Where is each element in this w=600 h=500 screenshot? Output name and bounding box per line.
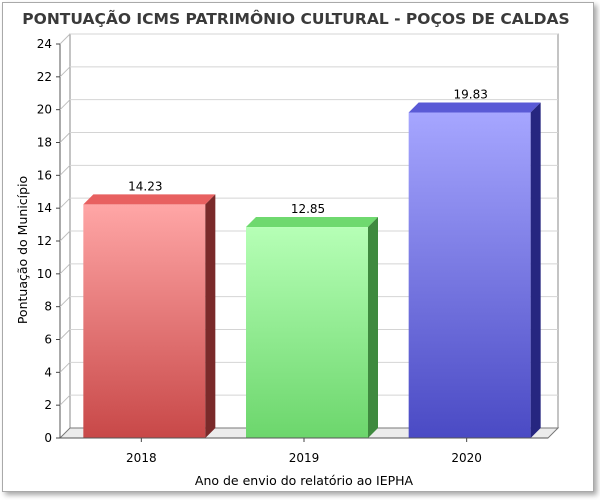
data-label: 19.83 bbox=[453, 87, 487, 101]
bar-2019 bbox=[246, 217, 378, 438]
y-tick-label: 18 bbox=[37, 136, 52, 150]
x-axis-ticks: 2018 2019 2020 bbox=[60, 437, 548, 465]
gridline-depth bbox=[59, 99, 71, 111]
bar-2018 bbox=[83, 194, 216, 438]
y-tick-label: 2 bbox=[44, 398, 52, 412]
gridline-depth bbox=[59, 66, 71, 78]
bar-front bbox=[83, 204, 206, 438]
bar-front bbox=[408, 112, 531, 439]
y-tick-label: 14 bbox=[37, 201, 52, 215]
bar-side bbox=[368, 217, 378, 438]
data-label: 14.23 bbox=[128, 179, 162, 193]
gridline-depth bbox=[59, 132, 71, 143]
gridline-depth bbox=[59, 164, 71, 176]
y-tick-label: 10 bbox=[37, 267, 52, 281]
bar-front bbox=[246, 227, 368, 438]
gridline-depth bbox=[59, 230, 71, 242]
bar-side bbox=[530, 102, 541, 439]
bar-top bbox=[408, 102, 541, 113]
bar-2020 bbox=[408, 102, 541, 439]
y-tick-label: 12 bbox=[37, 234, 52, 248]
y-tick-label: 6 bbox=[44, 333, 52, 347]
data-label: 12.85 bbox=[291, 202, 325, 216]
y-tick-label: 24 bbox=[37, 37, 52, 51]
y-tick-label: 4 bbox=[44, 365, 52, 379]
y-tick-label: 22 bbox=[37, 70, 52, 84]
gridline-depth bbox=[59, 296, 71, 308]
x-axis-label: Ano de envio do relatório ao IEPHA bbox=[195, 473, 414, 488]
gridline-depth bbox=[59, 263, 71, 275]
y-tick-label: 16 bbox=[37, 168, 52, 182]
bar-side bbox=[205, 194, 216, 438]
y-tick-label: 0 bbox=[44, 431, 52, 445]
y-tick-label: 20 bbox=[37, 103, 52, 117]
x-tick-label: 2018 bbox=[126, 451, 157, 465]
gridline-depth bbox=[59, 394, 71, 406]
gridline-depth bbox=[59, 329, 71, 340]
y-axis-label: Pontuação do Município bbox=[15, 176, 30, 324]
bar-top bbox=[246, 217, 378, 228]
x-tick-label: 2019 bbox=[289, 451, 320, 465]
bar-top bbox=[83, 194, 216, 205]
bars: 14.23 12.85 19.83 bbox=[83, 87, 541, 439]
x-tick-label: 2020 bbox=[451, 451, 482, 465]
gridline-depth bbox=[59, 361, 71, 373]
chart-title: PONTUAÇÃO ICMS PATRIMÔNIO CULTURAL - POÇ… bbox=[22, 9, 569, 28]
y-tick-label: 8 bbox=[44, 300, 52, 314]
gridline-depth bbox=[59, 197, 71, 209]
gridline-depth bbox=[59, 33, 71, 45]
